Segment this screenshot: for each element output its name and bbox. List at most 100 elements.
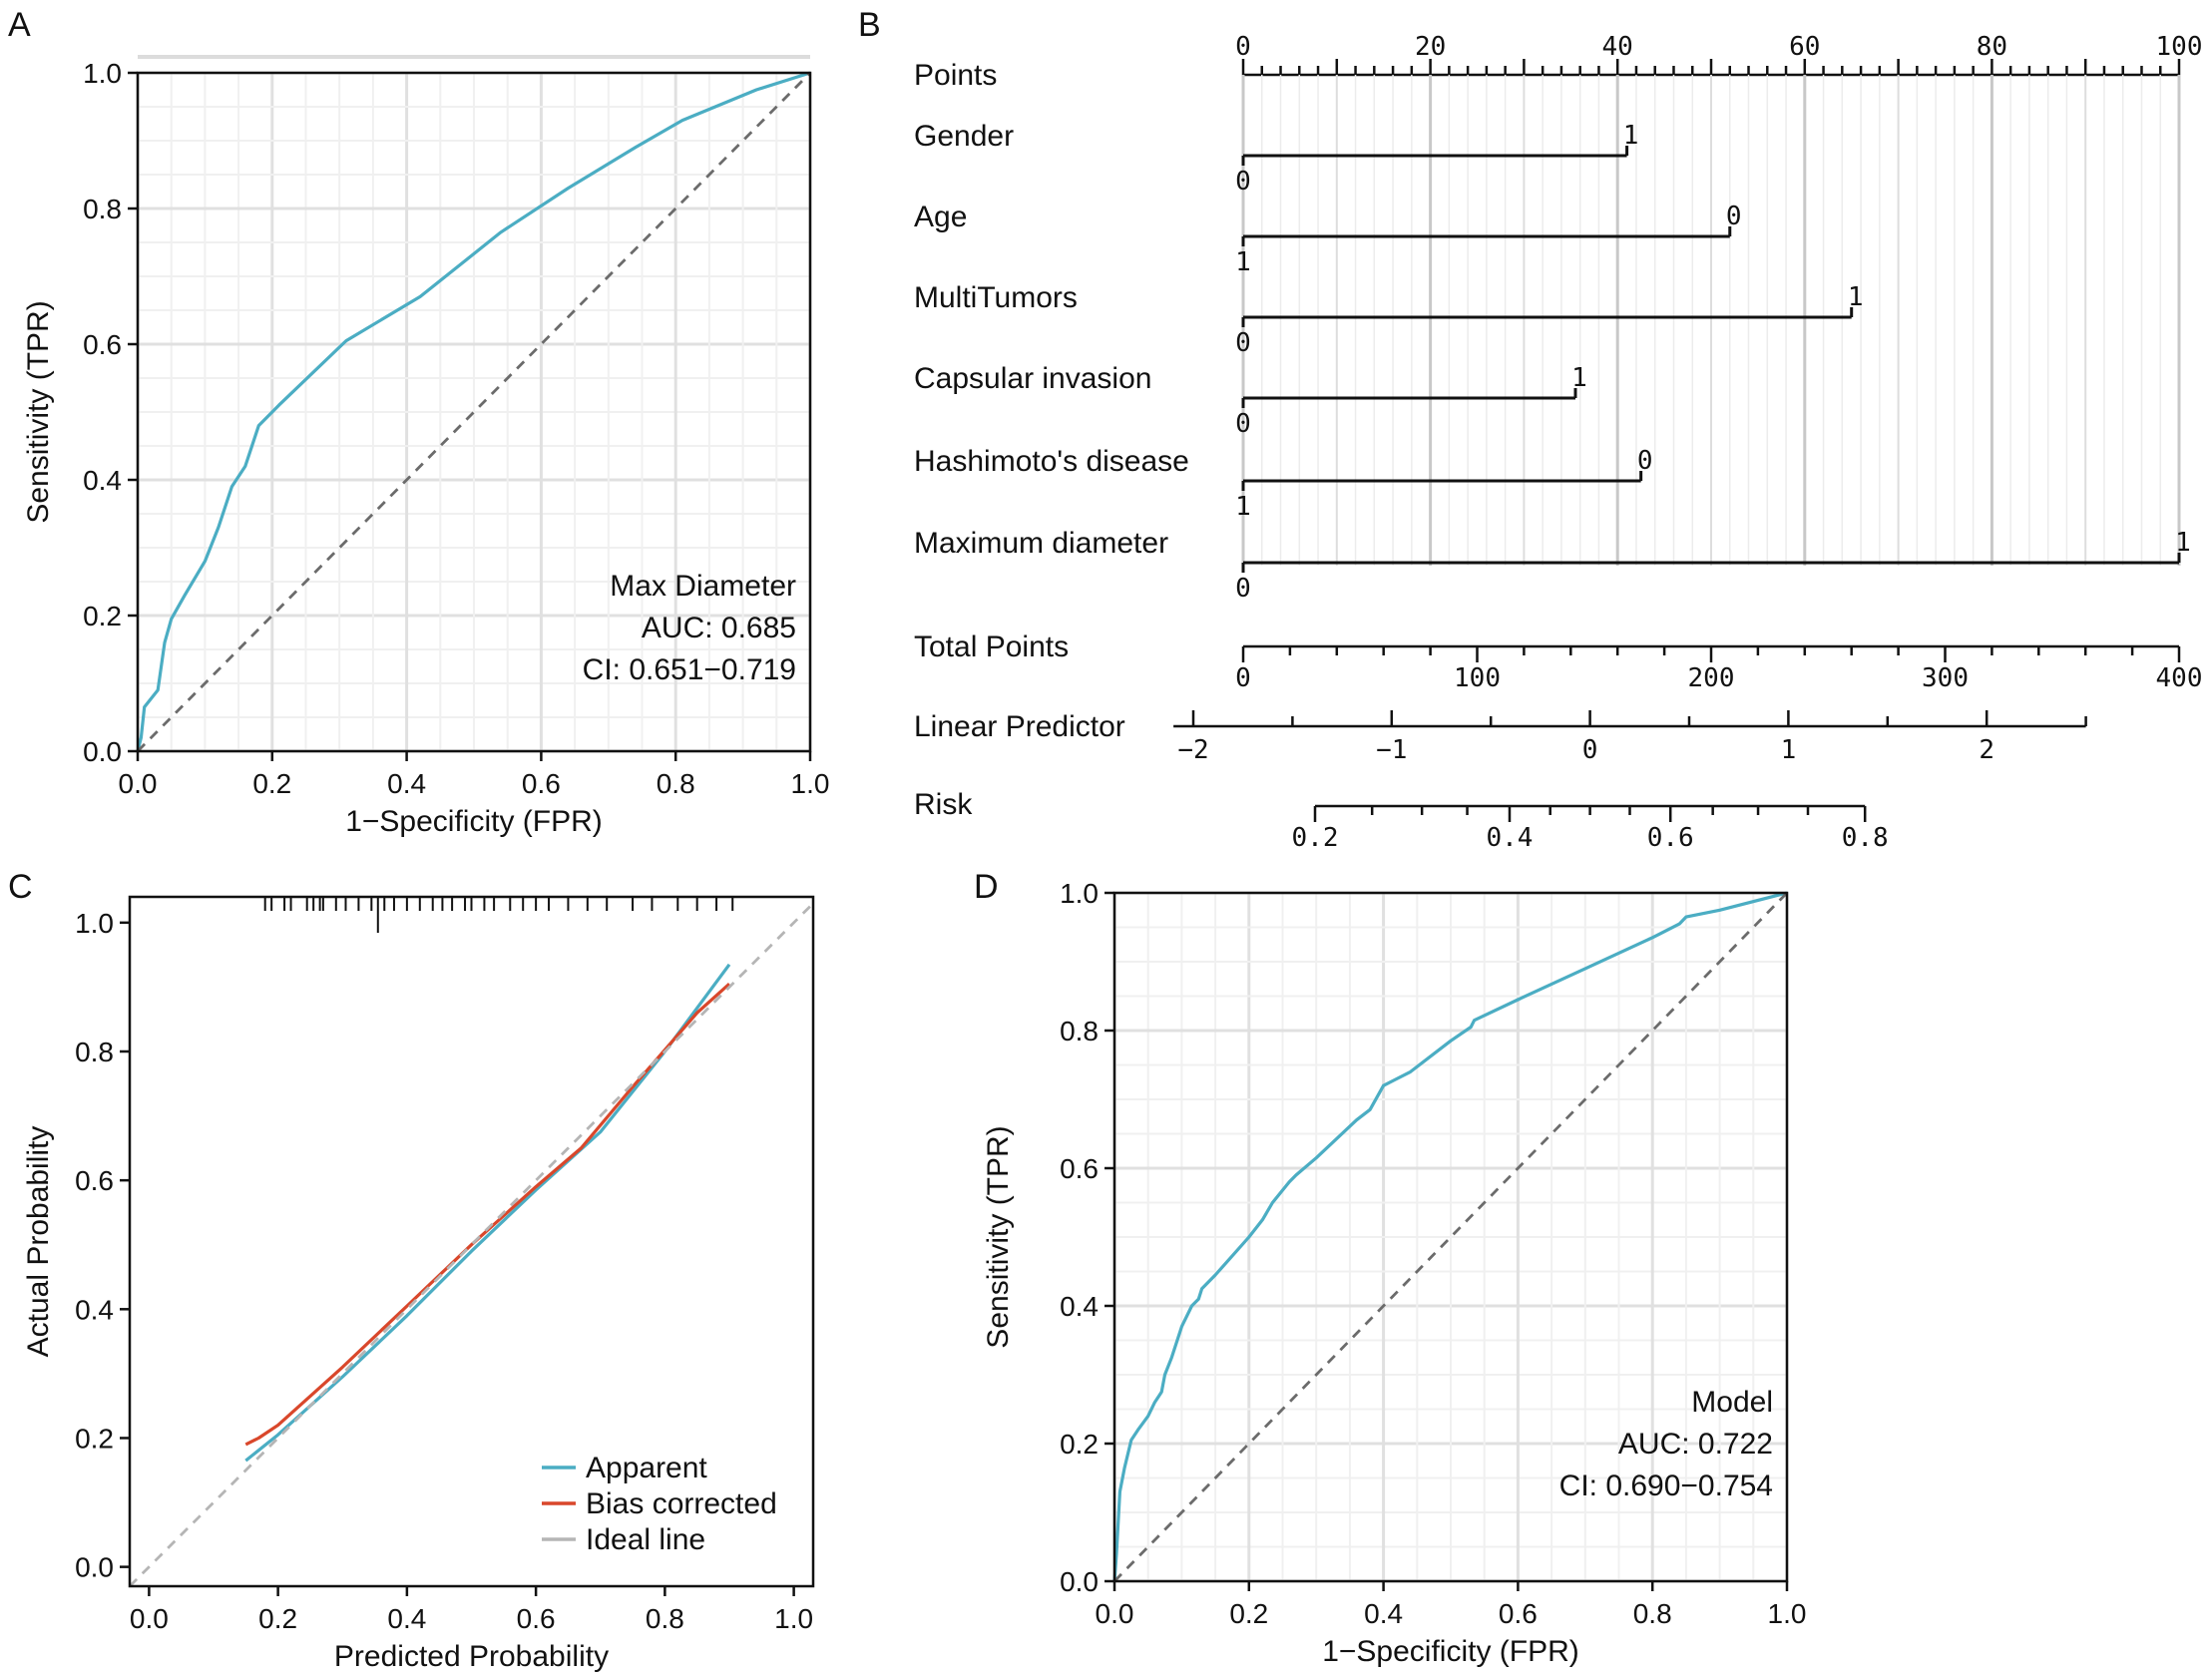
auc-annotation: AUC: 0.722 (1618, 1428, 1773, 1461)
row-label: Capsular invasion (914, 362, 1151, 395)
y-axis-label: Sensitivity (TPR) (982, 1125, 1015, 1348)
x-axis-label: 1−Specificity (FPR) (345, 805, 603, 838)
series-line-apparent (244, 963, 731, 1463)
x-tick-label: 0.6 (522, 768, 561, 799)
legend-label: Bias corrected (586, 1487, 777, 1520)
roc-panel-a: 0.0 0.2 0.4 0.6 0.8 1.0 0.0 0.2 0.4 0.6 0.8 1.0 1−Sp… (22, 55, 830, 838)
row-label-risk: Risk (914, 788, 973, 821)
total-points-tick-label: 100 (1454, 663, 1501, 693)
y-tick-label: 0.8 (75, 1037, 114, 1067)
y-tick-label: 0.0 (1060, 1566, 1099, 1597)
x-tick-label: 0.4 (1364, 1598, 1403, 1629)
x-tick-label: 0.2 (258, 1603, 297, 1634)
variable-level-bottom: 1 (1235, 492, 1251, 522)
legend-label: Ideal line (586, 1523, 705, 1556)
variable-level-bottom: 1 (1235, 247, 1251, 277)
legend-label: Apparent (586, 1452, 707, 1484)
row-label: MultiTumors (914, 281, 1078, 314)
points-tick-label: 80 (1977, 32, 2007, 62)
row-label-total-points: Total Points (914, 630, 1069, 663)
total-points-tick-label: 200 (1688, 663, 1735, 693)
linear-predictor-tick-label: 2 (1979, 735, 1994, 765)
plot-frame (128, 895, 815, 1588)
x-tick-label: 0.8 (646, 1603, 684, 1634)
x-axis-label: 1−Specificity (FPR) (1322, 1635, 1579, 1668)
variable-level-bottom: 0 (1235, 574, 1251, 604)
y-tick-label: 0.6 (1060, 1153, 1099, 1184)
x-tick-label: 0.2 (1229, 1598, 1268, 1629)
y-tick-label: 0.8 (83, 194, 122, 224)
y-tick-label: 1.0 (1060, 878, 1099, 909)
auc-annotation: Max Diameter (610, 570, 796, 603)
y-tick-label: 0.2 (1060, 1429, 1099, 1460)
y-axis-label: Sensitivity (TPR) (22, 300, 55, 523)
linear-predictor-tick-label: −1 (1376, 735, 1407, 765)
y-tick-label: 0.8 (1060, 1016, 1099, 1047)
y-tick-label: 0.6 (83, 329, 122, 360)
variable-level-top: 1 (2175, 528, 2191, 558)
y-tick-label: 0.2 (75, 1423, 114, 1454)
x-tick-label: 1.0 (774, 1603, 813, 1634)
risk-tick-label: 0.6 (1647, 823, 1694, 853)
variable-level-bottom: 0 (1235, 409, 1251, 439)
variable-level-top: 0 (1726, 202, 1742, 231)
series-line-max-diameter (136, 71, 811, 752)
variable-level-top: 1 (1623, 121, 1639, 151)
points-tick-label: 0 (1235, 32, 1251, 62)
plot-frame (1112, 891, 1789, 1583)
variable-level-top: 1 (1571, 363, 1587, 393)
x-tick-label: 1.0 (1768, 1598, 1807, 1629)
row-label: Maximum diameter (914, 527, 1168, 560)
y-tick-label: 0.0 (75, 1552, 114, 1583)
points-tick-label: 60 (1789, 32, 1820, 62)
series-line-model (1112, 891, 1788, 1582)
x-tick-label: 0.6 (1499, 1598, 1538, 1629)
x-tick-label: 0.6 (517, 1603, 556, 1634)
points-tick-label: 40 (1602, 32, 1633, 62)
total-points-tick-label: 400 (2156, 663, 2203, 693)
y-axis-label: Actual Probability (22, 1126, 55, 1358)
x-tick-label: 0.8 (1633, 1598, 1672, 1629)
y-tick-label: 0.6 (75, 1165, 114, 1196)
risk-tick-label: 0.2 (1292, 823, 1339, 853)
points-tick-label: 100 (2156, 32, 2203, 62)
x-tick-label: 0.0 (1096, 1598, 1134, 1629)
panel-label-a: A (8, 6, 31, 44)
y-tick-label: 0.0 (83, 736, 122, 767)
panel-label-c: C (8, 868, 33, 906)
panel-label-d: D (974, 868, 999, 906)
x-axis-label: Predicted Probability (334, 1640, 609, 1673)
calibration-panel-c: 0.0 0.2 0.4 0.6 0.8 1.0 0.0 0.2 0.4 0.6 0.8 1.0 Pred… (22, 895, 815, 1673)
auc-annotation: CI: 0.690−0.754 (1559, 1469, 1773, 1502)
points-tick-label: 20 (1415, 32, 1446, 62)
x-tick-label: 0.4 (387, 1603, 426, 1634)
linear-predictor-tick-label: 0 (1582, 735, 1598, 765)
y-tick-label: 1.0 (83, 58, 122, 89)
x-tick-label: 0.2 (252, 768, 291, 799)
linear-predictor-tick-label: −2 (1177, 735, 1208, 765)
risk-tick-label: 0.8 (1842, 823, 1889, 853)
linear-predictor-tick-label: 1 (1781, 735, 1797, 765)
x-tick-label: 0.0 (130, 1603, 169, 1634)
variable-level-top: 0 (1637, 446, 1653, 476)
series-line-reference (137, 72, 811, 752)
total-points-tick-label: 0 (1235, 663, 1251, 693)
x-tick-label: 0.8 (657, 768, 695, 799)
total-points-tick-label: 300 (1922, 663, 1969, 693)
row-label: Age (914, 201, 967, 233)
series-line-bias-corrected (244, 983, 731, 1447)
row-label-points: Points (914, 59, 997, 92)
y-tick-label: 0.4 (83, 465, 122, 496)
y-tick-label: 0.4 (1060, 1291, 1099, 1322)
y-tick-label: 1.0 (75, 908, 114, 939)
variable-level-bottom: 0 (1235, 167, 1251, 197)
x-tick-label: 0.4 (387, 768, 426, 799)
row-label: Gender (914, 120, 1014, 153)
y-tick-label: 0.4 (75, 1294, 114, 1325)
roc-panel-d: 0.0 0.2 0.4 0.6 0.8 1.0 0.0 0.2 0.4 0.6 0.8 1.0 1−Sp… (982, 878, 1806, 1668)
x-tick-label: 1.0 (791, 768, 830, 799)
x-tick-label: 0.0 (119, 768, 158, 799)
row-label: Hashimoto's disease (914, 445, 1189, 478)
plot-frame (136, 71, 812, 753)
